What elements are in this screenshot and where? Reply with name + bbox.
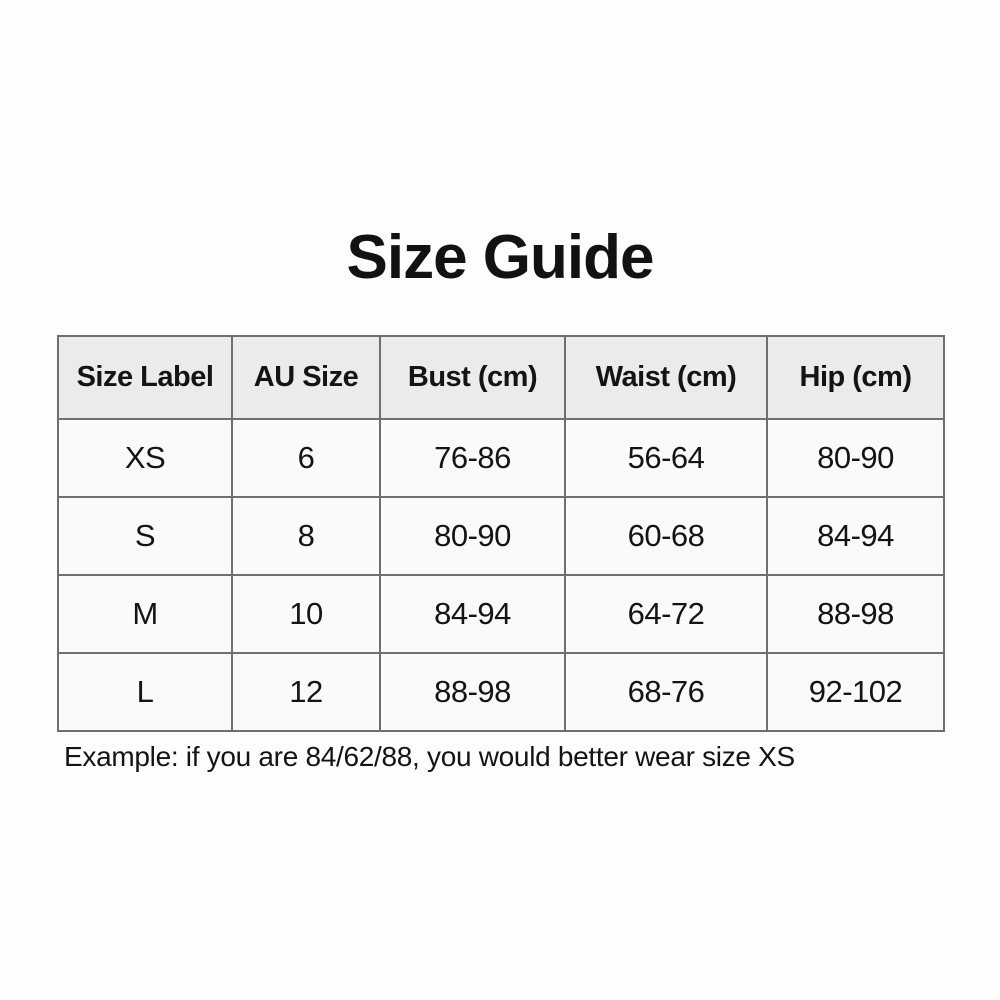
cell-bust: 76-86 (379, 418, 566, 498)
table-row: S 8 80-90 60-68 84-94 (57, 496, 945, 576)
cell-bust: 88-98 (379, 652, 566, 732)
header-waist: Waist (cm) (564, 335, 768, 420)
cell-waist: 68-76 (564, 652, 768, 732)
cell-waist: 56-64 (564, 418, 768, 498)
header-hip: Hip (cm) (766, 335, 945, 420)
header-size-label: Size Label (57, 335, 233, 420)
cell-waist: 64-72 (564, 574, 768, 654)
cell-au-size: 10 (231, 574, 381, 654)
header-au-size: AU Size (231, 335, 381, 420)
cell-size-label: M (57, 574, 233, 654)
cell-hip: 88-98 (766, 574, 945, 654)
example-note: Example: if you are 84/62/88, you would … (64, 741, 795, 772)
header-bust: Bust (cm) (379, 335, 566, 420)
table-row: L 12 88-98 68-76 92-102 (57, 652, 945, 732)
cell-au-size: 12 (231, 652, 381, 732)
cell-size-label: S (57, 496, 233, 576)
page-title: Size Guide (346, 223, 655, 292)
cell-waist: 60-68 (564, 496, 768, 576)
cell-hip: 84-94 (766, 496, 945, 576)
table-row: M 10 84-94 64-72 88-98 (57, 574, 945, 654)
size-guide-table: Size Label AU Size Bust (cm) Waist (cm) … (57, 335, 945, 732)
cell-bust: 80-90 (379, 496, 566, 576)
cell-bust: 84-94 (379, 574, 566, 654)
cell-hip: 92-102 (766, 652, 945, 732)
table-header-row: Size Label AU Size Bust (cm) Waist (cm) … (57, 335, 945, 420)
cell-size-label: XS (57, 418, 233, 498)
table-row: XS 6 76-86 56-64 80-90 (57, 418, 945, 498)
cell-au-size: 8 (231, 496, 381, 576)
cell-size-label: L (57, 652, 233, 732)
cell-hip: 80-90 (766, 418, 945, 498)
cell-au-size: 6 (231, 418, 381, 498)
